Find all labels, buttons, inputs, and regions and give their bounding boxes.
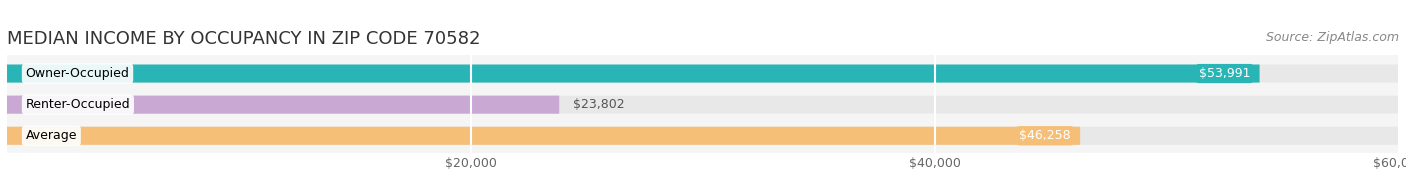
FancyBboxPatch shape — [7, 127, 1080, 145]
Text: Renter-Occupied: Renter-Occupied — [25, 98, 131, 111]
Text: $53,991: $53,991 — [1199, 67, 1250, 80]
Text: Average: Average — [25, 129, 77, 142]
FancyBboxPatch shape — [7, 64, 1399, 83]
Text: $23,802: $23,802 — [574, 98, 624, 111]
FancyBboxPatch shape — [7, 127, 1399, 145]
FancyBboxPatch shape — [7, 96, 1399, 114]
FancyBboxPatch shape — [7, 64, 1260, 83]
Text: $46,258: $46,258 — [1019, 129, 1071, 142]
Text: Source: ZipAtlas.com: Source: ZipAtlas.com — [1265, 31, 1399, 44]
Text: MEDIAN INCOME BY OCCUPANCY IN ZIP CODE 70582: MEDIAN INCOME BY OCCUPANCY IN ZIP CODE 7… — [7, 30, 481, 48]
Text: Owner-Occupied: Owner-Occupied — [25, 67, 129, 80]
FancyBboxPatch shape — [7, 96, 560, 114]
